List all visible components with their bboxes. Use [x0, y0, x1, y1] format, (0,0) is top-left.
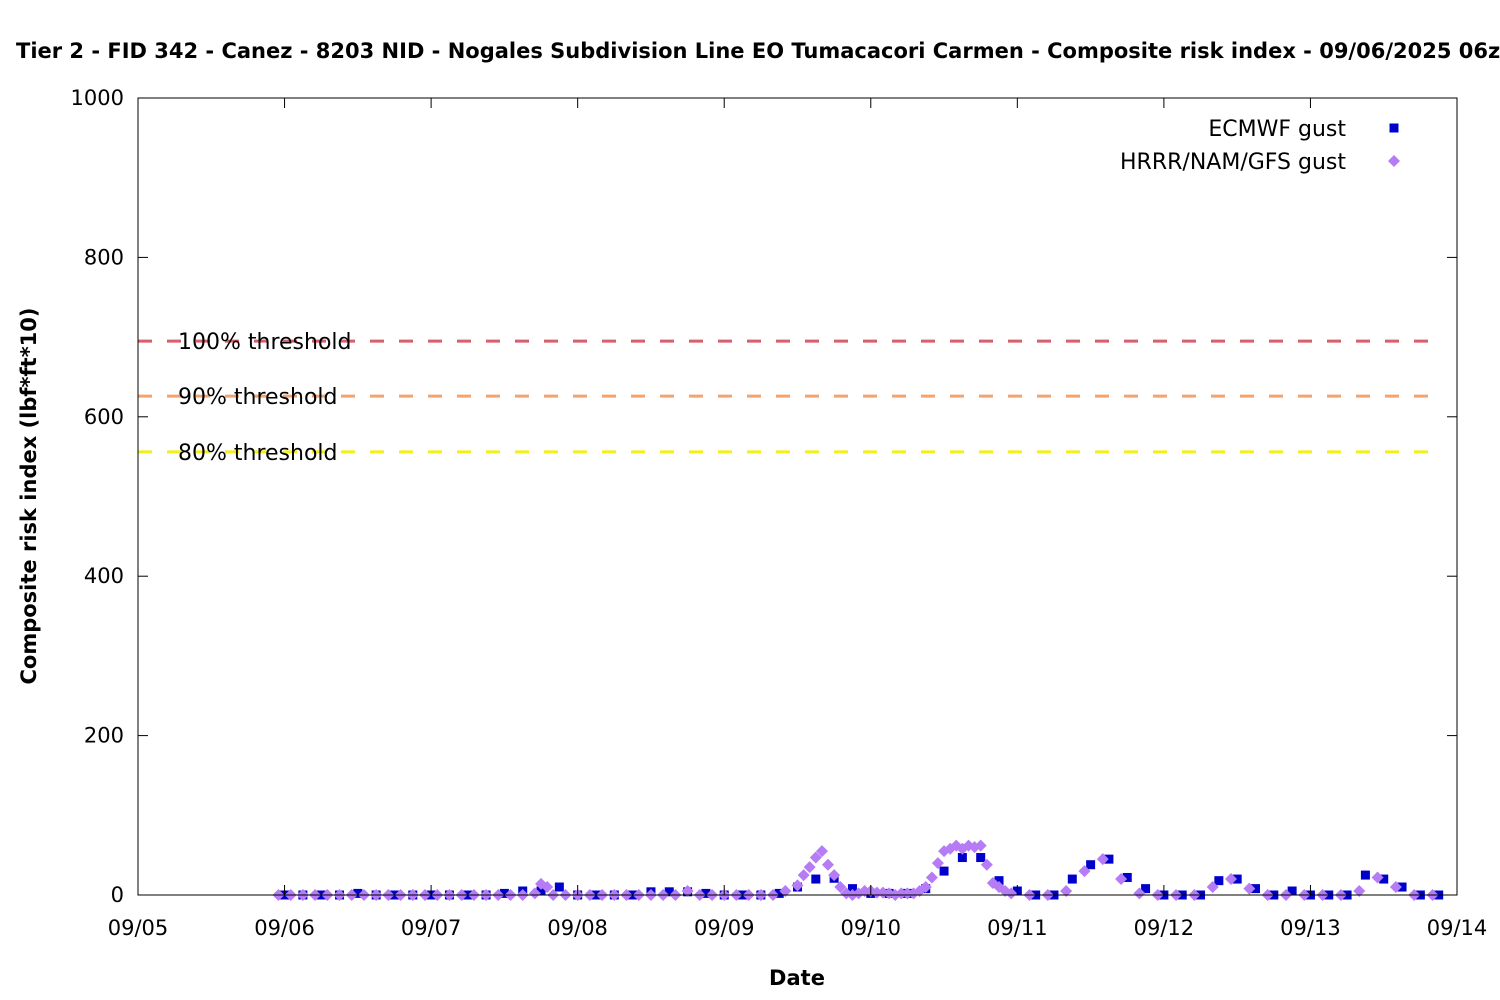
threshold-label: 80% threshold — [178, 441, 338, 466]
x-tick-label: 09/09 — [694, 916, 755, 940]
data-point — [1078, 865, 1091, 878]
data-point — [974, 839, 987, 852]
data-point — [931, 857, 944, 870]
data-point — [1005, 887, 1018, 900]
data-point — [1250, 884, 1260, 894]
y-tick-label: 800 — [84, 245, 124, 269]
legend-marker — [1388, 155, 1400, 167]
data-point — [1353, 885, 1366, 898]
data-point — [774, 888, 784, 898]
data-point — [1086, 860, 1096, 870]
points-layer — [272, 839, 1444, 901]
data-point — [1214, 876, 1224, 886]
y-tick-label: 0 — [111, 883, 124, 907]
data-point — [1122, 872, 1132, 882]
data-point — [925, 871, 938, 884]
plot-frame — [137, 97, 1458, 896]
data-point — [779, 885, 792, 898]
data-point — [664, 887, 674, 897]
data-point — [976, 853, 986, 863]
x-tick-label: 09/07 — [401, 916, 462, 940]
data-point — [541, 881, 554, 894]
threshold-label: 90% threshold — [178, 385, 338, 410]
data-point — [1225, 873, 1238, 886]
data-point — [939, 866, 949, 876]
x-tick-label: 09/08 — [547, 916, 608, 940]
data-point — [895, 887, 908, 900]
data-point — [1371, 871, 1384, 884]
series-2 — [272, 839, 1439, 901]
data-point — [1067, 874, 1077, 884]
data-point — [1104, 854, 1114, 864]
data-point — [499, 888, 509, 898]
data-point — [1141, 884, 1151, 894]
data-point — [797, 869, 810, 882]
data-point — [554, 882, 564, 892]
x-tick-label: 09/10 — [841, 916, 902, 940]
data-point — [701, 888, 711, 898]
data-point — [847, 884, 857, 894]
data-point — [353, 888, 363, 898]
data-point — [1206, 881, 1219, 894]
y-axis-label: Composite risk index (lbf*ft*10) — [17, 307, 41, 684]
data-point — [834, 881, 847, 894]
legend-label: ECMWF gust — [1208, 117, 1346, 142]
x-tick-label: 09/12 — [1134, 916, 1195, 940]
data-point — [803, 861, 816, 874]
threshold-layer: 100% threshold 90% threshold 80% threshold — [138, 330, 1443, 466]
chart-title: Tier 2 - FID 342 - Canez - 8203 NID - No… — [16, 39, 1500, 63]
x-tick-label: 09/05 — [108, 916, 169, 940]
data-point — [681, 885, 694, 898]
threshold-label: 100% threshold — [178, 330, 352, 355]
data-point — [1243, 882, 1256, 895]
data-point — [1060, 885, 1073, 898]
data-point — [957, 853, 967, 863]
data-point — [811, 874, 821, 884]
data-point — [536, 886, 546, 896]
legend-marker — [1389, 123, 1399, 133]
ticks-layer: 0 200 400 600 800 1000 09/05 09/06 09/07 09/08 09/… — [71, 86, 1488, 940]
data-point — [901, 887, 914, 900]
x-axis-label: Date — [769, 966, 825, 990]
x-tick-label: 09/06 — [254, 916, 315, 940]
y-tick-label: 400 — [84, 564, 124, 588]
x-tick-label: 09/14 — [1427, 916, 1488, 940]
data-point — [828, 869, 841, 882]
data-point — [809, 851, 822, 864]
data-point — [858, 885, 871, 898]
x-tick-label: 09/11 — [987, 916, 1048, 940]
data-point — [1287, 886, 1297, 896]
data-point — [528, 887, 541, 900]
legend: ECMWF gust HRRR/NAM/GFS gust — [1120, 117, 1400, 175]
y-tick-label: 200 — [84, 724, 124, 748]
data-point — [1397, 882, 1407, 892]
data-point — [815, 845, 828, 858]
data-point — [870, 886, 883, 899]
data-point — [919, 881, 932, 894]
data-point — [1360, 870, 1370, 880]
data-point — [791, 879, 804, 892]
data-point — [1096, 853, 1109, 866]
y-tick-label: 600 — [84, 405, 124, 429]
data-point — [1115, 873, 1128, 886]
data-point — [1379, 874, 1389, 884]
data-point — [821, 858, 834, 871]
y-tick-label: 1000 — [71, 86, 124, 110]
data-point — [1133, 887, 1146, 900]
data-point — [1232, 874, 1242, 884]
data-point — [994, 876, 1004, 886]
data-point — [980, 858, 993, 871]
x-tick-label: 09/13 — [1280, 916, 1341, 940]
data-point — [1389, 881, 1402, 894]
legend-label: HRRR/NAM/GFS gust — [1120, 150, 1346, 175]
